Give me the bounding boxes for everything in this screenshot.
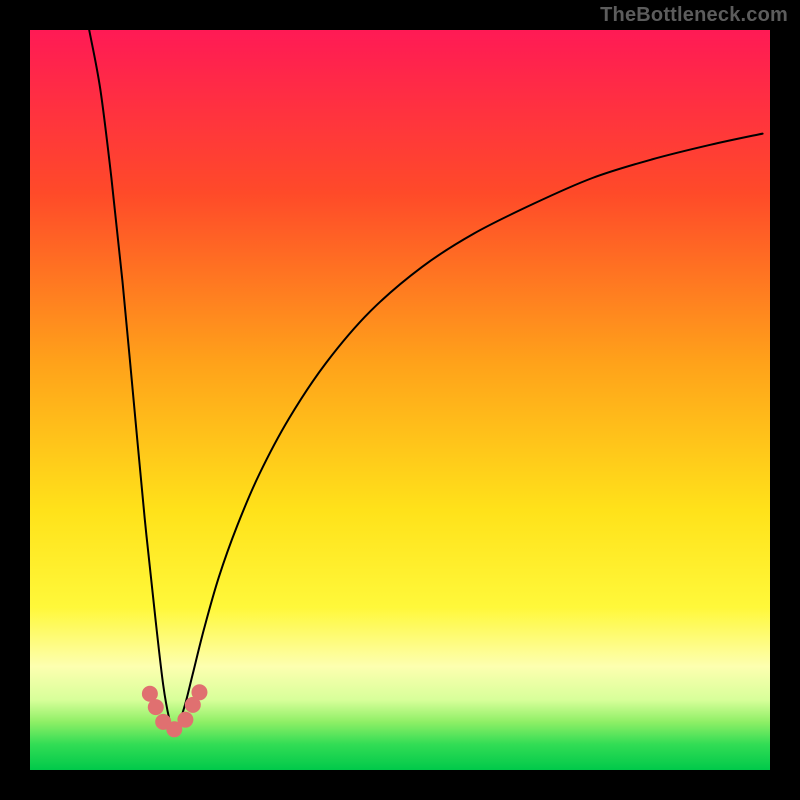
curve-marker bbox=[148, 699, 164, 715]
watermark-text: TheBottleneck.com bbox=[600, 4, 788, 27]
curve-marker bbox=[191, 684, 207, 700]
gradient-background bbox=[30, 30, 770, 770]
plot-area bbox=[30, 30, 770, 770]
outer-frame: TheBottleneck.com bbox=[0, 0, 800, 800]
plot-svg bbox=[30, 30, 770, 770]
curve-marker bbox=[177, 712, 193, 728]
